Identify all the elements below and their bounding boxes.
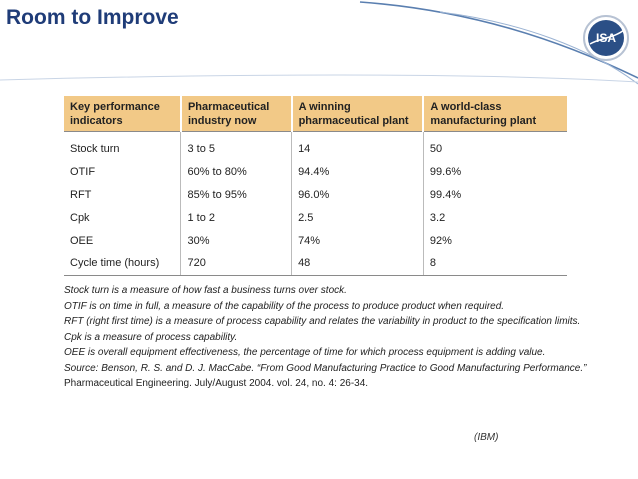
table-cell: 94.4%	[291, 160, 424, 184]
table-header-row: Key performance indicators Pharmaceutica…	[64, 96, 567, 132]
table-cell: 85% to 95%	[180, 183, 293, 207]
swoosh-line-mid	[439, 11, 638, 85]
header-line: Pharmaceutical	[187, 101, 270, 113]
header-swoosh-decoration	[0, 1, 638, 85]
table-row: Cycle time (hours) 720 48 8	[64, 251, 567, 276]
header-line: Key performance	[70, 101, 160, 113]
table-cell: 3.2	[429, 211, 446, 224]
table-cell: 74%	[291, 229, 424, 252]
table-cell: 30%	[180, 229, 293, 252]
footnote-journal: Pharmaceutical Engineering. July/August …	[64, 378, 369, 389]
header-world-class-plant: A world-class manufacturing plant	[423, 96, 567, 132]
kpi-table: Key performance indicators Pharmaceutica…	[64, 96, 567, 276]
footnote-cpk: Cpk is a measure of process capability.	[64, 331, 238, 343]
isa-logo: ISA	[582, 14, 630, 62]
table-row: OEE 30% 74% 92%	[64, 229, 567, 252]
table-cell: 48	[291, 251, 424, 276]
table-cell: Cpk	[64, 206, 182, 230]
footnote-stock-turn: Stock turn is a measure of how fast a bu…	[64, 285, 347, 296]
footnote-source: Source: Benson, R. S. and D. J. MacCabe.…	[64, 362, 587, 374]
table-row: Cpk 1 to 2 2.5 3.2	[64, 206, 567, 230]
table-cell: 92%	[429, 234, 452, 247]
logo-text: ISA	[595, 31, 616, 45]
table-cell: 2.5	[291, 206, 424, 230]
table-cell: Cycle time (hours)	[64, 251, 182, 276]
table-cell: 99.6%	[429, 166, 462, 179]
header-line: indicators	[70, 115, 123, 127]
isa-logo-mark	[583, 15, 629, 61]
slide-title: Room to Improve	[6, 6, 179, 29]
footnote-otif: OTIF is on time in full, a measure of th…	[64, 300, 505, 312]
header-industry-now: Pharmaceutical industry now	[180, 96, 293, 132]
header-winning-plant: A winning pharmaceutical plant	[291, 96, 425, 132]
header-line: A world-class	[430, 101, 502, 113]
footnote-oee: OEE is overall equipment effectiveness, …	[64, 347, 546, 358]
table-cell: OEE	[64, 229, 182, 252]
footnote-rft: RFT (right first time) is a measure of p…	[64, 316, 581, 327]
header-line: industry now	[187, 115, 257, 127]
table-cell: 50	[429, 143, 443, 156]
table-cell: 96.0%	[291, 183, 424, 207]
table-footnotes: Stock turn is a measure of how fast a bu…	[64, 283, 604, 392]
header-line: pharmaceutical plant	[298, 115, 409, 127]
table-cell: 720	[180, 251, 293, 276]
table-cell: RFT	[64, 183, 182, 207]
table-cell: 1 to 2	[180, 206, 293, 230]
table-cell: 60% to 80%	[180, 160, 293, 184]
table-cell: OTIF	[64, 160, 182, 184]
table-row: Stock turn 3 to 5 14 50	[64, 131, 567, 161]
header-kpi: Key performance indicators	[64, 96, 182, 132]
header-line: A winning	[298, 101, 351, 113]
table-row: RFT 85% to 95% 96.0% 99.4%	[64, 183, 567, 207]
table-cell: 14	[291, 131, 424, 161]
table-cell: 3 to 5	[180, 131, 293, 161]
swoosh-line-bottom	[0, 74, 638, 83]
header-line: manufacturing plant	[430, 115, 537, 127]
image-credit: (IBM)	[474, 432, 499, 443]
table-row: OTIF 60% to 80% 94.4% 99.6%	[64, 160, 567, 184]
table-cell: 99.4%	[429, 188, 462, 201]
table-cell: 8	[423, 251, 567, 276]
table-cell: Stock turn	[64, 131, 182, 161]
